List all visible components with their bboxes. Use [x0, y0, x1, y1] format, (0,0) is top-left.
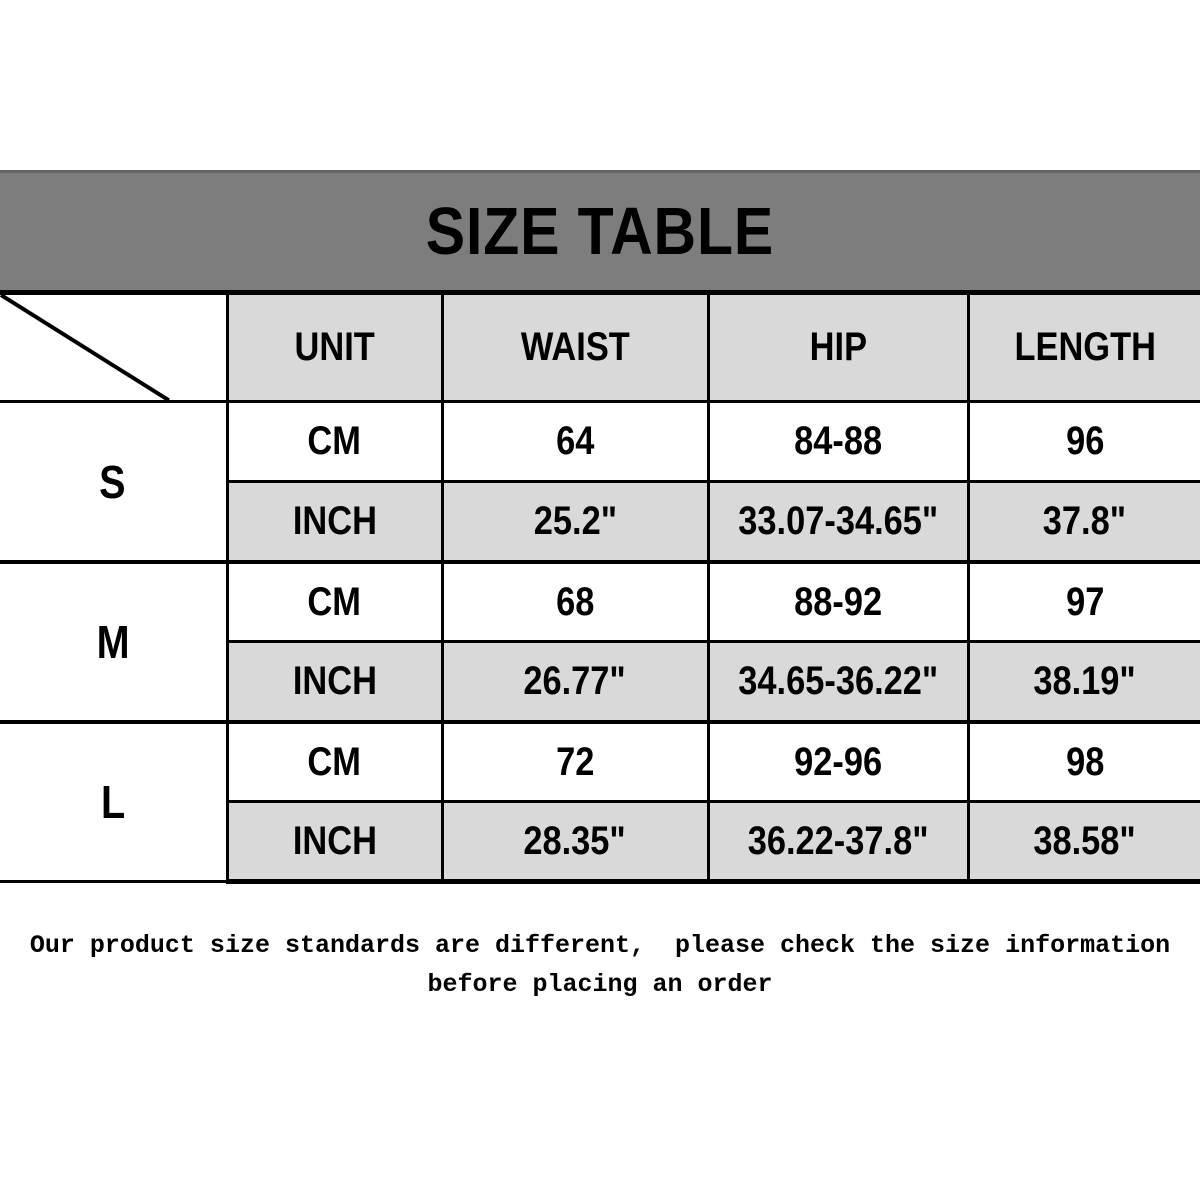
size-label-s: S — [0, 400, 229, 564]
table-row-m-inch: INCH 26.77" 34.65-36.22" 38.19" — [0, 640, 1200, 724]
cell-s-inch-hip: 33.07-34.65" — [706, 480, 970, 564]
cell-s-cm-length: 96 — [966, 400, 1200, 484]
cell-m-cm-hip: 88-92 — [706, 559, 970, 644]
cell-l-inch-hip: 36.22-37.8" — [706, 800, 970, 885]
cell-m-cm-unit: CM — [225, 559, 444, 644]
table-row-s-cm: S CM 64 84-88 96 — [0, 400, 1200, 564]
size-label-l: L — [0, 719, 229, 884]
table-row-s-inch: INCH 25.2" 33.07-34.65" 37.8" — [0, 480, 1200, 564]
cell-s-inch-waist: 25.2" — [440, 480, 710, 564]
cell-l-cm-length: 98 — [966, 719, 1200, 804]
cell-m-inch-waist: 26.77" — [440, 640, 710, 724]
cell-l-cm-hip: 92-96 — [706, 719, 970, 804]
disclaimer-line-1: Our product size standards are different… — [29, 931, 1171, 960]
cell-l-inch-length: 38.58" — [966, 800, 1200, 885]
cell-l-cm-waist: 72 — [440, 719, 710, 804]
size-table: UNIT WAIST HIP LENGTH S CM 64 84-88 96 I… — [0, 289, 1200, 885]
cell-s-inch-unit: INCH — [225, 480, 444, 564]
table-row-m-cm: M CM 68 88-92 97 — [0, 559, 1200, 724]
size-disclaimer: Our product size standards are different… — [0, 926, 1200, 1004]
column-header-unit: UNIT — [225, 289, 444, 404]
cell-s-inch-length: 37.8" — [966, 480, 1200, 564]
column-header-length: LENGTH — [966, 289, 1200, 404]
diagonal-line-icon — [1, 297, 170, 399]
table-row-l-inch: INCH 28.35" 36.22-37.8" 38.58" — [0, 800, 1200, 885]
column-header-waist: WAIST — [440, 289, 710, 404]
cell-m-cm-length: 97 — [966, 559, 1200, 644]
size-label-m: M — [0, 559, 229, 724]
table-header-row: UNIT WAIST HIP LENGTH — [0, 289, 1200, 404]
page-title: SIZE TABLE — [425, 194, 775, 269]
cell-l-inch-waist: 28.35" — [440, 800, 710, 885]
cell-s-cm-waist: 64 — [440, 400, 710, 484]
table-row-l-cm: L CM 72 92-96 98 — [0, 719, 1200, 884]
disclaimer-line-2: before placing an order — [427, 970, 773, 999]
cell-l-cm-unit: CM — [225, 719, 444, 804]
cell-l-inch-unit: INCH — [225, 800, 444, 885]
cell-s-cm-unit: CM — [225, 400, 444, 484]
cell-m-inch-length: 38.19" — [966, 640, 1200, 724]
column-header-hip: HIP — [706, 289, 970, 404]
cell-m-inch-unit: INCH — [225, 640, 444, 724]
cell-m-cm-waist: 68 — [440, 559, 710, 644]
cell-s-cm-hip: 84-88 — [706, 400, 970, 484]
title-banner: SIZE TABLE — [0, 170, 1200, 290]
diagonal-header-cell — [0, 289, 229, 404]
cell-m-inch-hip: 34.65-36.22" — [706, 640, 970, 724]
